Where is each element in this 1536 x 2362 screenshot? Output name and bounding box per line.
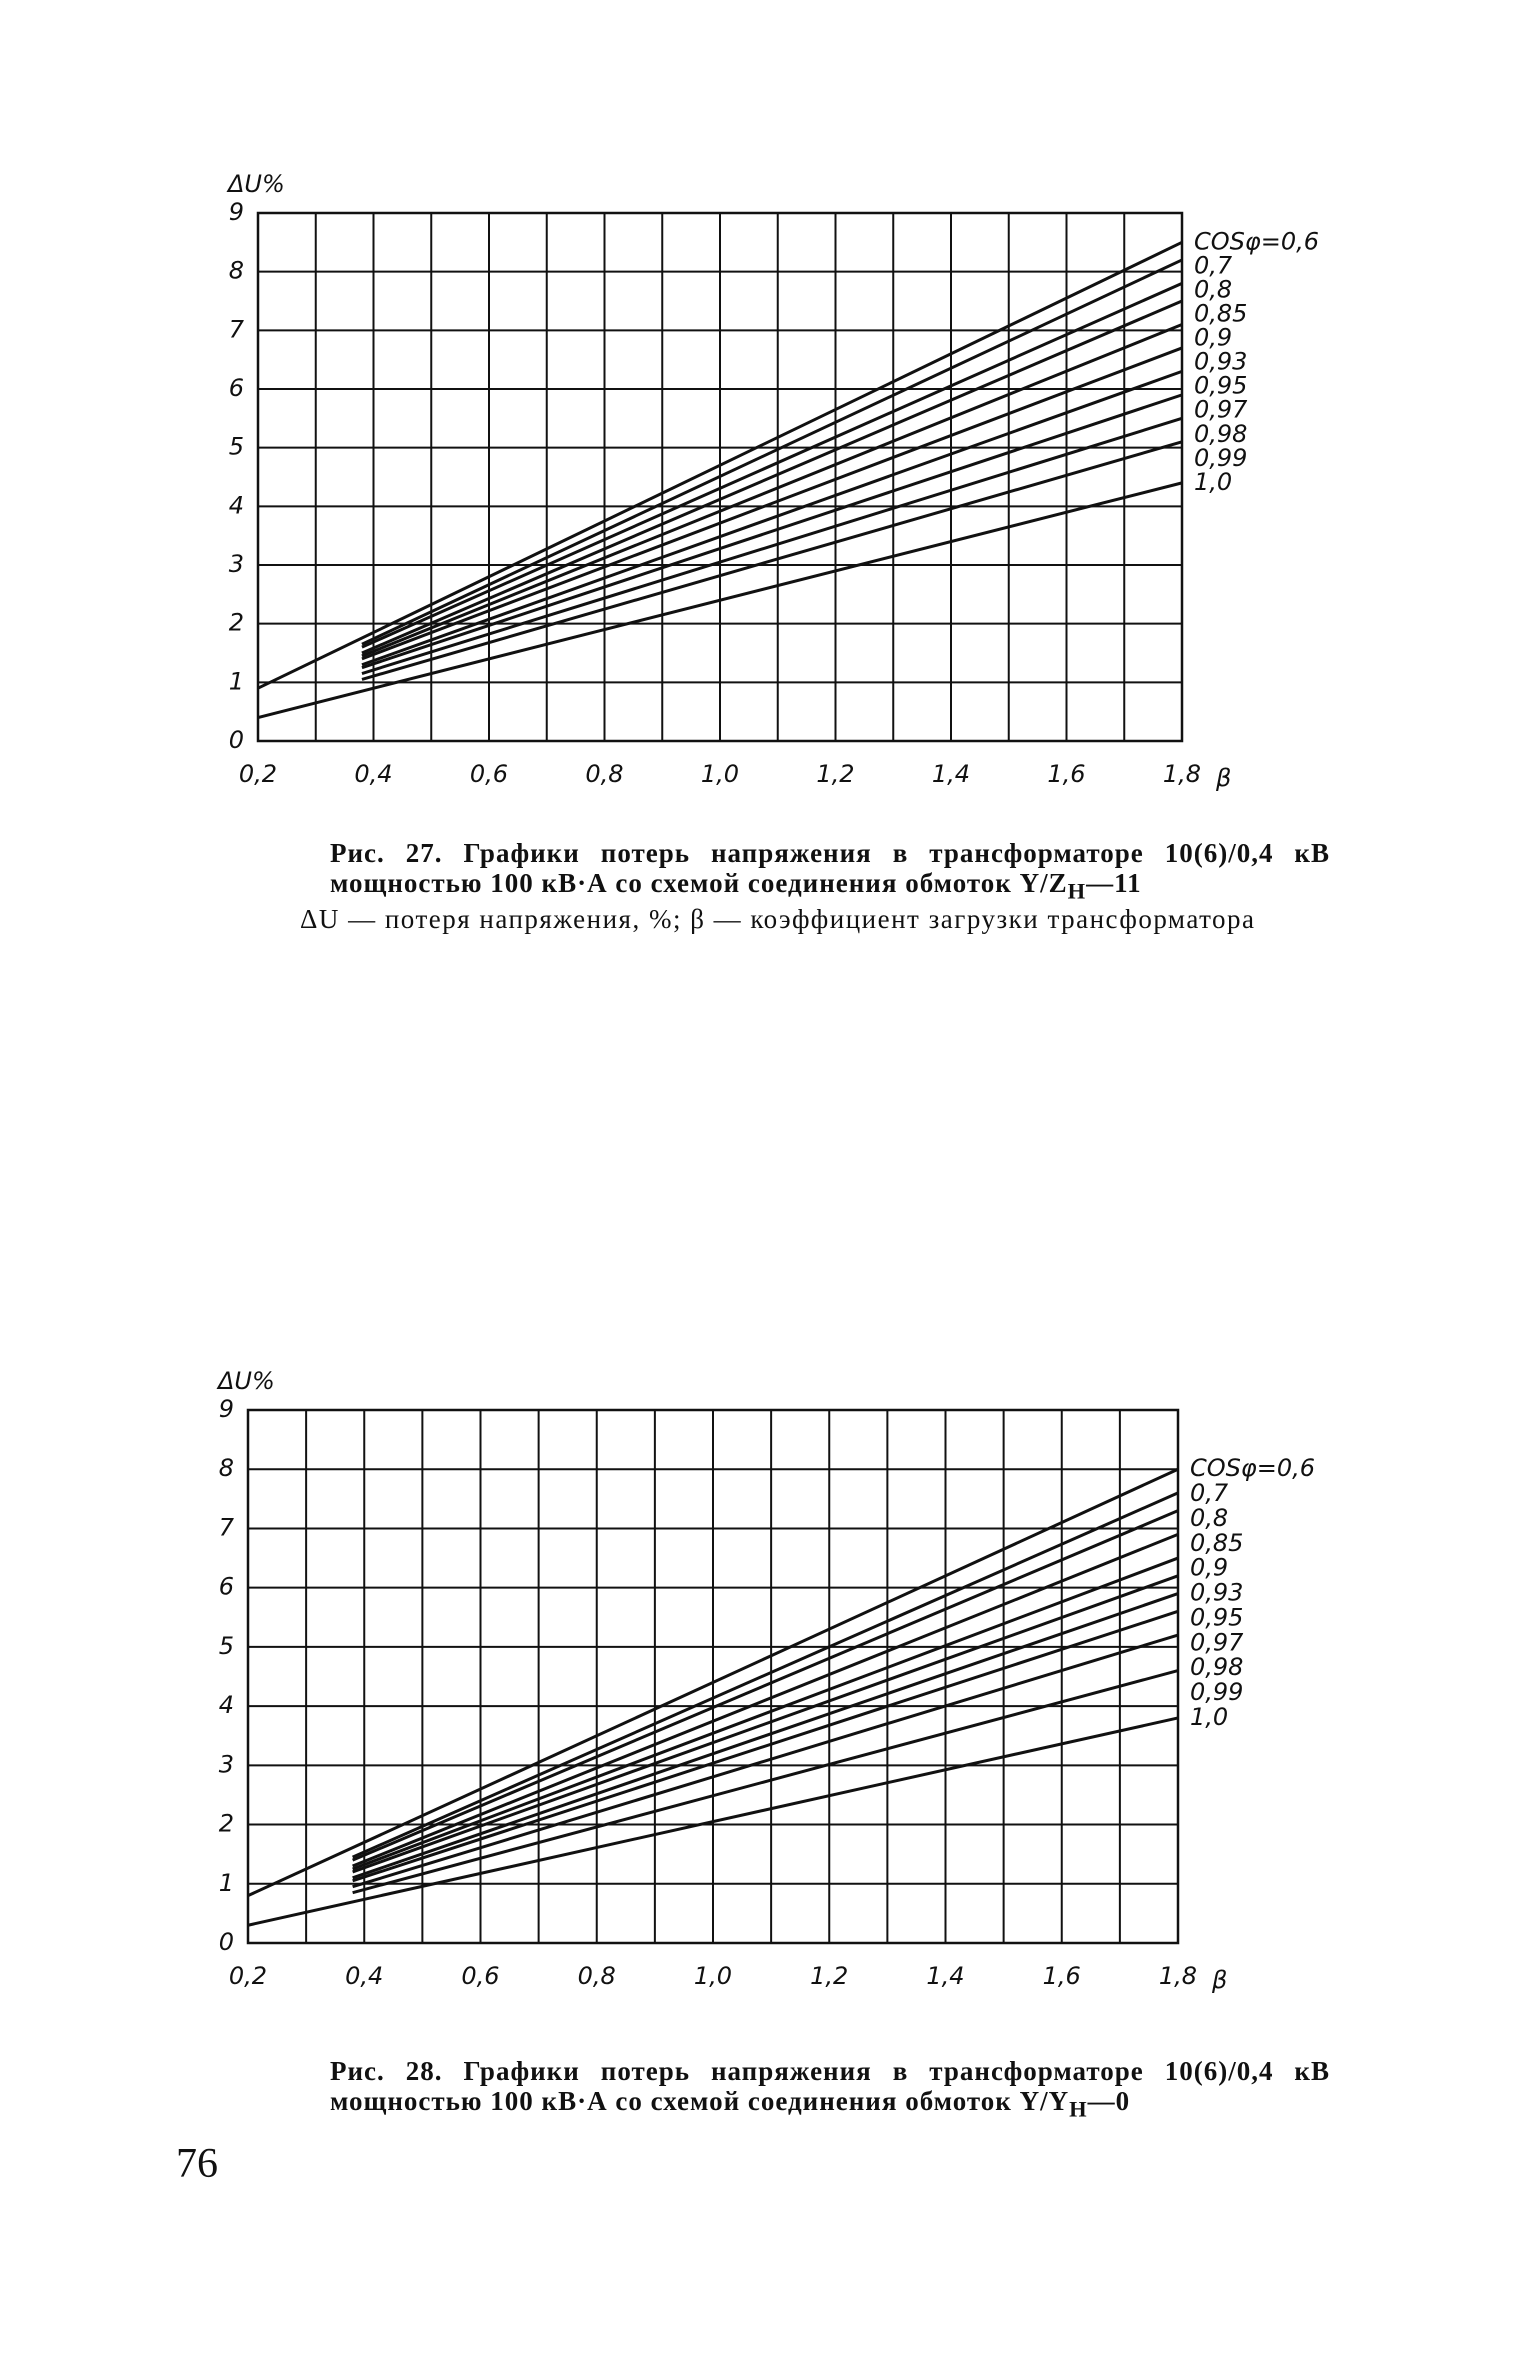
x-tick-label: 0,4	[354, 760, 392, 788]
x-tick-label: 1,4	[926, 1962, 964, 1990]
x-tick-label: 1,0	[701, 760, 739, 788]
y-tick-label: 3	[219, 1750, 234, 1778]
series-line	[352, 1556, 1179, 1871]
series-label: 0,93	[1194, 348, 1247, 376]
y-tick-label: 8	[229, 257, 244, 285]
x-tick-label: 0,8	[585, 760, 623, 788]
caption: Рис. 28. Графики потерь напряжения в тра…	[330, 2056, 1330, 2124]
y-tick-label: 9	[229, 198, 244, 226]
series-line	[352, 1592, 1179, 1880]
series-label: COSφ=0,6	[1190, 1454, 1315, 1482]
y-tick-label: 5	[219, 1632, 234, 1660]
y-tick-label: 7	[229, 315, 245, 343]
x-tick-label: 1,4	[932, 760, 970, 788]
series-line	[247, 1716, 1179, 1927]
series-line	[352, 1532, 1179, 1868]
x-tick-label: 0,8	[578, 1962, 616, 1990]
series-label: 1,0	[1190, 1703, 1228, 1731]
x-tick-label: 0,6	[461, 1962, 499, 1990]
series-line	[361, 282, 1183, 649]
y-tick-label: 9	[219, 1395, 234, 1423]
caption-text: Рис. 28. Графики потерь напряжения в тра…	[330, 2056, 1330, 2116]
series-line	[361, 258, 1183, 646]
series-label: COSφ=0,6	[1194, 227, 1319, 255]
y-tick-label: 0	[229, 726, 244, 754]
x-tick-label: 1,8	[1163, 760, 1201, 788]
y-tick-label: 7	[219, 1513, 235, 1541]
series-line	[257, 481, 1183, 719]
series-line	[361, 299, 1183, 655]
series-line	[361, 369, 1183, 667]
y-tick-label: 6	[229, 374, 244, 402]
series-label: 0,8	[1194, 275, 1232, 303]
caption-note: ΔU — потеря напряжения, %; β — коэффицие…	[300, 904, 1256, 934]
y-axis-label: ΔU%	[226, 170, 285, 198]
y-tick-label: 1	[229, 667, 244, 695]
series-line	[352, 1669, 1179, 1895]
y-tick-label: 8	[219, 1454, 234, 1482]
series-line	[352, 1509, 1179, 1862]
x-tick-label: 0,2	[229, 1962, 267, 1990]
x-tick-label: 1,2	[816, 760, 854, 788]
series-line	[361, 416, 1183, 675]
x-tick-label: 1,6	[1043, 1962, 1081, 1990]
caption-subscript: Н	[1069, 2096, 1088, 2122]
series-line	[352, 1574, 1179, 1874]
y-tick-label: 2	[229, 609, 244, 637]
x-tick-label: 0,2	[239, 760, 277, 788]
series-label: 0,7	[1190, 1479, 1229, 1507]
x-tick-label: 1,2	[810, 1962, 848, 1990]
x-tick-label: 1,8	[1159, 1962, 1197, 1990]
series-label: 0,9	[1190, 1554, 1228, 1582]
y-axis-label: ΔU%	[216, 1367, 275, 1395]
caption-text: Рис. 27. Графики потерь напряжения в тра…	[330, 838, 1330, 898]
series-label: 0,85	[1190, 1529, 1243, 1557]
series-line	[257, 240, 1183, 690]
y-tick-label: 2	[219, 1810, 234, 1838]
series-line	[352, 1491, 1179, 1859]
caption-subscript: Н	[1067, 878, 1087, 904]
series-line	[361, 393, 1183, 670]
series-line	[352, 1633, 1179, 1889]
series-label: 0,99	[1190, 1678, 1243, 1706]
x-axis-label: β	[1211, 1966, 1227, 1994]
x-axis-label: β	[1215, 764, 1231, 792]
x-tick-label: 0,4	[345, 1962, 383, 1990]
series-label: 0,7	[1194, 251, 1233, 279]
series-label: 0,95	[1190, 1603, 1243, 1631]
y-tick-label: 4	[229, 491, 244, 519]
series-line	[361, 323, 1183, 658]
series-label: 0,98	[1194, 420, 1247, 448]
caption: Рис. 27. Графики потерь напряжения в тра…	[330, 838, 1330, 906]
series-label: 0,93	[1190, 1579, 1243, 1607]
series-line	[247, 1467, 1179, 1897]
y-tick-label: 6	[219, 1573, 234, 1601]
y-tick-label: 4	[219, 1691, 234, 1719]
series-line	[352, 1609, 1179, 1883]
x-tick-label: 0,6	[470, 760, 508, 788]
y-tick-label: 0	[219, 1928, 234, 1956]
series-label: 0,97	[1194, 396, 1248, 424]
series-label: 0,97	[1190, 1628, 1244, 1656]
caption-suffix: —11	[1086, 868, 1142, 898]
y-tick-label: 3	[229, 550, 244, 578]
series-line	[361, 346, 1183, 661]
series-line	[361, 440, 1183, 681]
series-label: 1,0	[1194, 468, 1232, 496]
series-label: 0,95	[1194, 372, 1247, 400]
series-label: 0,9	[1194, 324, 1232, 352]
page-number: 76	[176, 2141, 218, 2187]
series-label: 0,85	[1194, 299, 1247, 327]
series-label: 0,98	[1190, 1653, 1243, 1681]
x-tick-label: 1,6	[1047, 760, 1085, 788]
series-label: 0,8	[1190, 1504, 1228, 1532]
caption-suffix: —0	[1087, 2086, 1131, 2116]
x-tick-label: 1,0	[694, 1962, 732, 1990]
series-label: 0,99	[1194, 444, 1247, 472]
y-tick-label: 5	[229, 433, 244, 461]
y-tick-label: 1	[219, 1869, 234, 1897]
